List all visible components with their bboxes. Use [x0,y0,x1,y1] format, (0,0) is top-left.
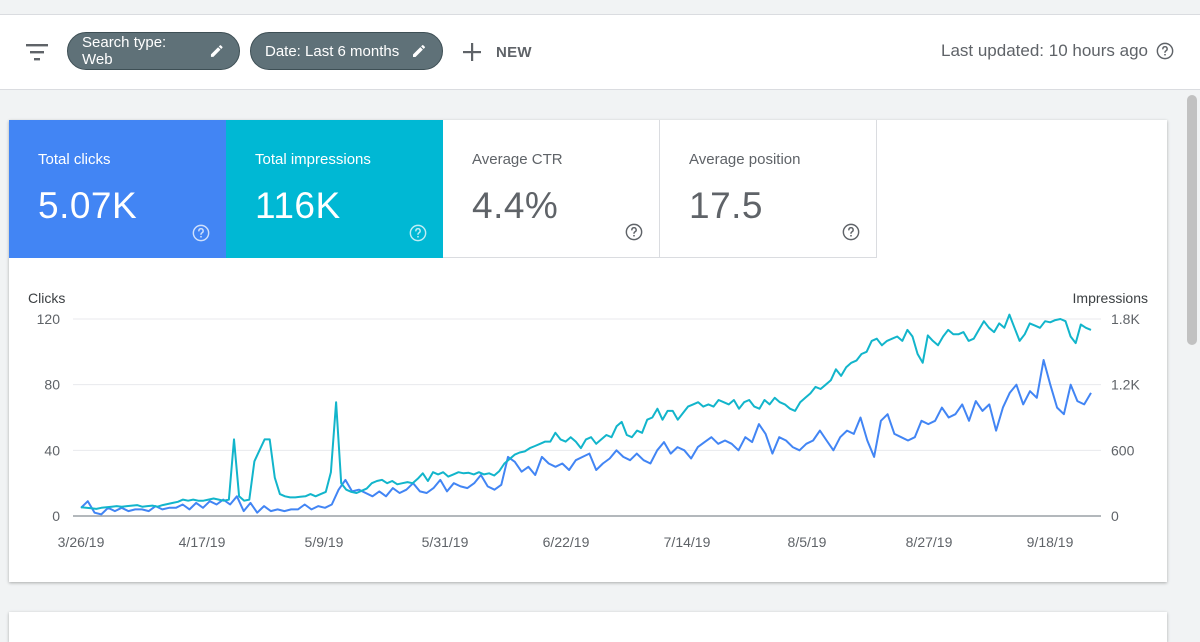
performance-card: Total clicks 5.07K Total impressions 116… [9,120,1167,582]
secondary-card [9,612,1167,642]
date-range-chip-label: Date: Last 6 months [265,42,400,60]
metric-label: Average CTR [472,151,563,168]
help-icon[interactable] [842,223,860,241]
right-tick-label: 1.8K [1111,311,1140,327]
right-tick-label: 600 [1111,442,1135,458]
series-line-impressions [80,313,1092,510]
toolbar: Search type: Web Date: Last 6 months NEW… [0,14,1200,90]
x-tick-label: 5/9/19 [305,534,344,550]
x-tick-label: 6/22/19 [543,534,590,550]
x-tick-label: 4/17/19 [179,534,226,550]
metric-total-clicks[interactable]: Total clicks 5.07K [9,120,226,258]
left-axis-title: Clicks [28,290,65,306]
chart-gridlines [73,318,1101,517]
left-tick-label: 120 [37,311,61,327]
search-type-chip[interactable]: Search type: Web [67,32,240,70]
new-filter-button[interactable]: NEW [462,40,532,64]
metric-value: 17.5 [689,185,764,226]
filter-icon[interactable] [26,43,48,61]
right-tick-label: 0 [1111,508,1119,524]
search-type-chip-label: Search type: Web [82,34,167,68]
metric-label: Total impressions [255,151,371,168]
new-filter-label: NEW [496,43,532,61]
x-tick-label: 8/5/19 [788,534,827,550]
last-updated: Last updated: 10 hours ago [941,41,1174,61]
plus-icon [463,43,481,61]
scrollbar-thumb[interactable] [1187,95,1197,345]
help-icon[interactable] [192,224,210,242]
x-tick-label: 3/26/19 [58,534,105,550]
left-tick-label: 40 [44,442,60,458]
performance-chart[interactable]: Clicks Impressions 0 40 80 120 0 600 1.2K 1.8K 3… [9,120,1167,582]
metric-label: Total clicks [38,151,111,168]
last-updated-text: Last updated: 10 hours ago [941,41,1148,60]
left-tick-label: 0 [52,508,60,524]
help-icon[interactable] [1156,42,1174,60]
metric-average-ctr[interactable]: Average CTR 4.4% [443,120,660,258]
edit-pencil-icon [413,44,426,57]
metric-label: Average position [689,151,801,168]
metric-average-position[interactable]: Average position 17.5 [660,120,877,258]
series-line-clicks [80,359,1092,516]
date-range-chip[interactable]: Date: Last 6 months [250,32,443,70]
help-icon[interactable] [409,224,427,242]
help-icon[interactable] [625,223,643,241]
x-tick-label: 7/14/19 [664,534,711,550]
x-tick-label: 5/31/19 [422,534,469,550]
metric-total-impressions[interactable]: Total impressions 116K [226,120,443,258]
x-tick-label: 8/27/19 [906,534,953,550]
metric-value: 5.07K [38,185,138,226]
metric-value: 116K [255,185,341,226]
x-tick-label: 9/18/19 [1027,534,1074,550]
chart-series [80,313,1092,516]
edit-pencil-icon [211,45,224,57]
chart-tick-labels: 0 40 80 120 0 600 1.2K 1.8K 3/26/19 4/17/19 5/9/19… [37,311,1141,550]
metric-value: 4.4% [472,185,559,226]
left-tick-label: 80 [44,377,60,393]
right-tick-label: 1.2K [1111,377,1140,393]
right-axis-title: Impressions [1073,290,1148,306]
